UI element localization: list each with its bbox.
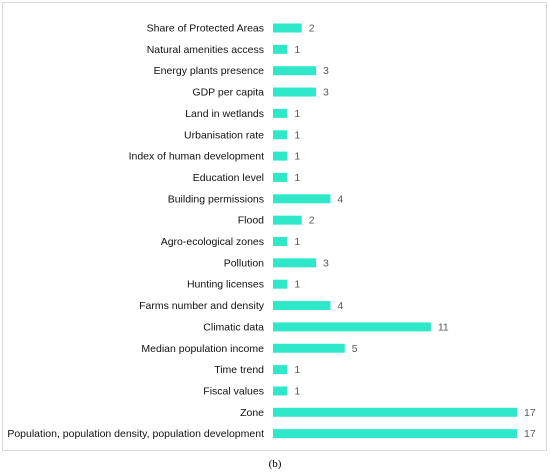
bar (273, 151, 288, 161)
bar (273, 429, 517, 439)
category-label: Farms number and density (139, 300, 265, 312)
bar (273, 343, 345, 353)
category-label: Hunting licenses (187, 279, 264, 291)
bar (273, 386, 288, 396)
bars-group (273, 23, 517, 439)
value-label: 3 (323, 65, 329, 77)
category-label: Education level (193, 172, 264, 184)
value-label: 3 (323, 87, 329, 99)
category-label: Pollution (224, 257, 264, 269)
category-labels: Share of Protected Areas Natural amenitie… (7, 23, 264, 441)
category-label: Agro-ecological zones (161, 236, 264, 248)
value-label: 3 (323, 257, 329, 269)
category-label: Share of Protected Areas (147, 23, 264, 35)
category-label: Population, population density, populati… (7, 428, 264, 440)
bar (273, 407, 517, 417)
value-label: 1 (294, 364, 300, 376)
bar (273, 365, 288, 375)
category-label: Energy plants presence (154, 65, 264, 77)
value-label: 1 (294, 129, 300, 141)
value-label: 1 (294, 172, 300, 184)
value-label: 5 (352, 343, 358, 355)
value-label: 17 (524, 428, 536, 440)
figure-caption: (b) (268, 458, 282, 470)
category-label: GDP per capita (192, 87, 264, 99)
category-label: Urbanisation rate (184, 129, 264, 141)
value-label: 1 (294, 151, 300, 163)
value-label: 1 (294, 279, 300, 291)
bar (273, 66, 317, 76)
bar (273, 172, 288, 182)
value-label: 11 (438, 321, 449, 333)
value-label: 2 (309, 23, 315, 35)
bar (273, 215, 302, 225)
bar (273, 44, 288, 54)
category-label: Index of human development (129, 151, 265, 163)
category-label: Fiscal values (203, 385, 264, 397)
value-label: 2 (309, 215, 315, 227)
value-label: 1 (294, 44, 300, 56)
bar (273, 87, 317, 97)
bar (273, 258, 317, 268)
category-label: Land in wetlands (185, 108, 264, 120)
category-label: Time trend (214, 364, 264, 376)
bar (273, 23, 302, 33)
value-label: 1 (294, 108, 300, 120)
category-label: Zone (240, 407, 264, 419)
figure-frame (2, 2, 547, 451)
value-label: 4 (337, 193, 343, 205)
category-label: Natural amenities access (147, 44, 264, 56)
value-label: 1 (294, 236, 300, 248)
category-label: Climatic data (203, 321, 264, 333)
bar (273, 322, 431, 332)
bar (273, 237, 288, 246)
value-label: 17 (524, 407, 536, 419)
bar (273, 279, 288, 289)
category-label: Median population income (141, 343, 264, 355)
bar (273, 108, 288, 118)
bar (273, 130, 288, 140)
category-label: Building permissions (168, 193, 264, 205)
value-label: 1 (294, 385, 300, 397)
bar (273, 194, 331, 204)
value-label: 4 (337, 300, 343, 312)
category-label: Flood (238, 215, 264, 227)
bar-chart: Share of Protected Areas Natural amenitie… (7, 23, 536, 441)
bar (273, 301, 331, 311)
